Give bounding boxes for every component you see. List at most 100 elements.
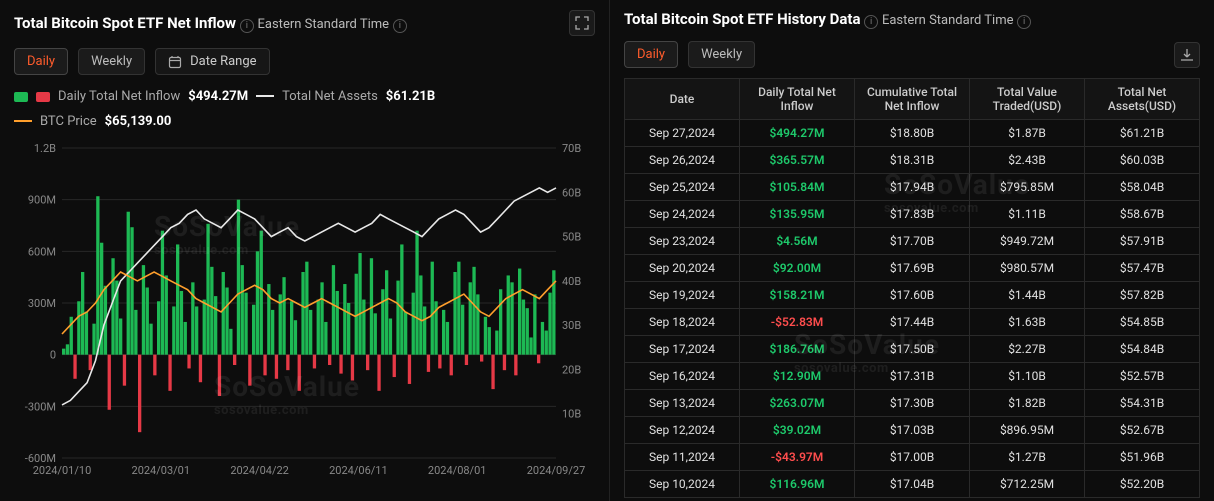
table-cell: $17.94B	[855, 174, 970, 201]
table-cell: $2.27B	[970, 336, 1085, 363]
table-cell: Sep 16,2024	[625, 363, 740, 390]
table-row: Sep 16,2024$12.90M$17.31B$1.10B$52.57B	[625, 363, 1200, 390]
table-cell: $17.70B	[855, 228, 970, 255]
table-cell: $17.03B	[855, 417, 970, 444]
table-header: Total Bitcoin Spot ETF History Data i Ea…	[624, 10, 1200, 29]
table-cell: Sep 10,2024	[625, 471, 740, 498]
fullscreen-icon[interactable]	[569, 10, 595, 36]
table-cell: $17.44B	[855, 309, 970, 336]
table-cell: $52.20B	[1085, 471, 1200, 498]
table-row: Sep 26,2024$365.57M$18.31B$2.43B$60.03B	[625, 147, 1200, 174]
table-cell: $795.85M	[970, 174, 1085, 201]
svg-text:900M: 900M	[28, 194, 56, 207]
legend-swatch-pos	[14, 92, 28, 102]
table-cell: $17.04B	[855, 471, 970, 498]
table-cell: $57.47B	[1085, 255, 1200, 282]
legend-line-btc	[14, 120, 32, 122]
tab-weekly[interactable]: Weekly	[78, 48, 145, 75]
table-cell: $17.69B	[855, 255, 970, 282]
table-cell: $980.57M	[970, 255, 1085, 282]
svg-text:1.2B: 1.2B	[34, 142, 56, 155]
chart-svg: -600M-300M0300M600M900M1.2B10B20B30B40B5…	[14, 140, 596, 480]
table-cell: Sep 9,2024	[625, 498, 740, 499]
svg-text:50B: 50B	[562, 231, 581, 244]
table-row: Sep 24,2024$135.95M$17.83B$1.11B$58.67B	[625, 201, 1200, 228]
table-cell: $158.21M	[740, 282, 855, 309]
table-header-row: DateDaily Total Net InflowCumulative Tot…	[625, 79, 1200, 120]
table-cell: $17.00B	[855, 444, 970, 471]
history-table: DateDaily Total Net InflowCumulative Tot…	[624, 78, 1200, 498]
download-icon[interactable]	[1174, 42, 1200, 68]
table-row: Sep 10,2024$116.96M$17.04B$712.25M$52.20…	[625, 471, 1200, 498]
table-col-header: Total Value Traded(USD)	[970, 79, 1085, 120]
table-cell: $17.31B	[855, 363, 970, 390]
table-cell: $2.43B	[970, 147, 1085, 174]
table-cell: $494.27M	[740, 120, 855, 147]
table-cell: Sep 17,2024	[625, 336, 740, 363]
table-cell: $1.82B	[970, 390, 1085, 417]
table-cell: $17.60B	[855, 282, 970, 309]
table-cell: $263.07M	[740, 390, 855, 417]
table-cell: $28.72M	[740, 498, 855, 499]
table-title-text: Total Bitcoin Spot ETF History Data	[624, 10, 860, 28]
table-cell: $51.31B	[1085, 498, 1200, 499]
table-cell: $16.92B	[855, 498, 970, 499]
table-cell: $54.31B	[1085, 390, 1200, 417]
table-cell: $54.84B	[1085, 336, 1200, 363]
table-cell: $60.03B	[1085, 147, 1200, 174]
legend-assets-label: Total Net Assets	[282, 85, 378, 110]
table-row: Sep 20,2024$92.00M$17.69B$980.57M$57.47B	[625, 255, 1200, 282]
svg-text:2024/03/01: 2024/03/01	[132, 464, 191, 477]
table-cell: $1.61B	[970, 498, 1085, 499]
table-cell: Sep 27,2024	[625, 120, 740, 147]
table-cell: $1.11B	[970, 201, 1085, 228]
table-cell: -$52.83M	[740, 309, 855, 336]
svg-text:60B: 60B	[562, 187, 581, 200]
legend-swatch-neg	[36, 92, 50, 102]
table-cell: Sep 19,2024	[625, 282, 740, 309]
table-cell: $1.27B	[970, 444, 1085, 471]
chart-title: Total Bitcoin Spot ETF Net Inflow i East…	[14, 14, 407, 33]
table-tabbar: Daily Weekly	[624, 41, 1200, 68]
table-cell: $52.67B	[1085, 417, 1200, 444]
svg-text:2024/06/11: 2024/06/11	[329, 464, 388, 477]
table-cell: Sep 18,2024	[625, 309, 740, 336]
table-title: Total Bitcoin Spot ETF History Data i Ea…	[624, 10, 1031, 29]
table-cell: $17.83B	[855, 201, 970, 228]
tab-daily[interactable]: Daily	[14, 48, 68, 75]
date-range-button[interactable]: Date Range	[155, 48, 269, 75]
table-cell: Sep 13,2024	[625, 390, 740, 417]
chart-title-text: Total Bitcoin Spot ETF Net Inflow	[14, 14, 236, 32]
table-row: Sep 9,2024$28.72M$16.92B$1.61B$51.31B	[625, 498, 1200, 499]
table-cell: $18.80B	[855, 120, 970, 147]
info-icon[interactable]: i	[1017, 15, 1031, 29]
chart-legend: Daily Total Net Inflow $494.27M Total Ne…	[14, 85, 595, 134]
table-cell: $186.76M	[740, 336, 855, 363]
table-cell: $1.10B	[970, 363, 1085, 390]
info-icon[interactable]: i	[393, 19, 407, 33]
table-cell: $18.31B	[855, 147, 970, 174]
legend-line-assets	[256, 95, 274, 97]
table-cell: $17.50B	[855, 336, 970, 363]
table-cell: Sep 23,2024	[625, 228, 740, 255]
table-row: Sep 11,2024-$43.97M$17.00B$1.27B$51.96B	[625, 444, 1200, 471]
table-cell: $12.90M	[740, 363, 855, 390]
chart-area: -600M-300M0300M600M900M1.2B10B20B30B40B5…	[14, 140, 596, 480]
table-cell: $949.72M	[970, 228, 1085, 255]
table-cell: Sep 11,2024	[625, 444, 740, 471]
svg-text:10B: 10B	[562, 408, 581, 421]
table-col-header: Cumulative Total Net Inflow	[855, 79, 970, 120]
tab-weekly[interactable]: Weekly	[688, 41, 755, 68]
table-col-header: Daily Total Net Inflow	[740, 79, 855, 120]
timezone-label: Eastern Standard Time	[258, 17, 390, 32]
table-cell: $365.57M	[740, 147, 855, 174]
info-icon[interactable]: i	[240, 19, 254, 33]
table-cell: $61.21B	[1085, 120, 1200, 147]
tab-daily[interactable]: Daily	[624, 41, 678, 68]
table-cell: $116.96M	[740, 471, 855, 498]
info-icon[interactable]: i	[864, 15, 878, 29]
chart-tabbar: Daily Weekly Date Range	[14, 48, 595, 75]
table-panel: Total Bitcoin Spot ETF History Data i Ea…	[610, 0, 1214, 501]
table-cell: $135.95M	[740, 201, 855, 228]
table-wrapper: DateDaily Total Net InflowCumulative Tot…	[624, 78, 1200, 498]
